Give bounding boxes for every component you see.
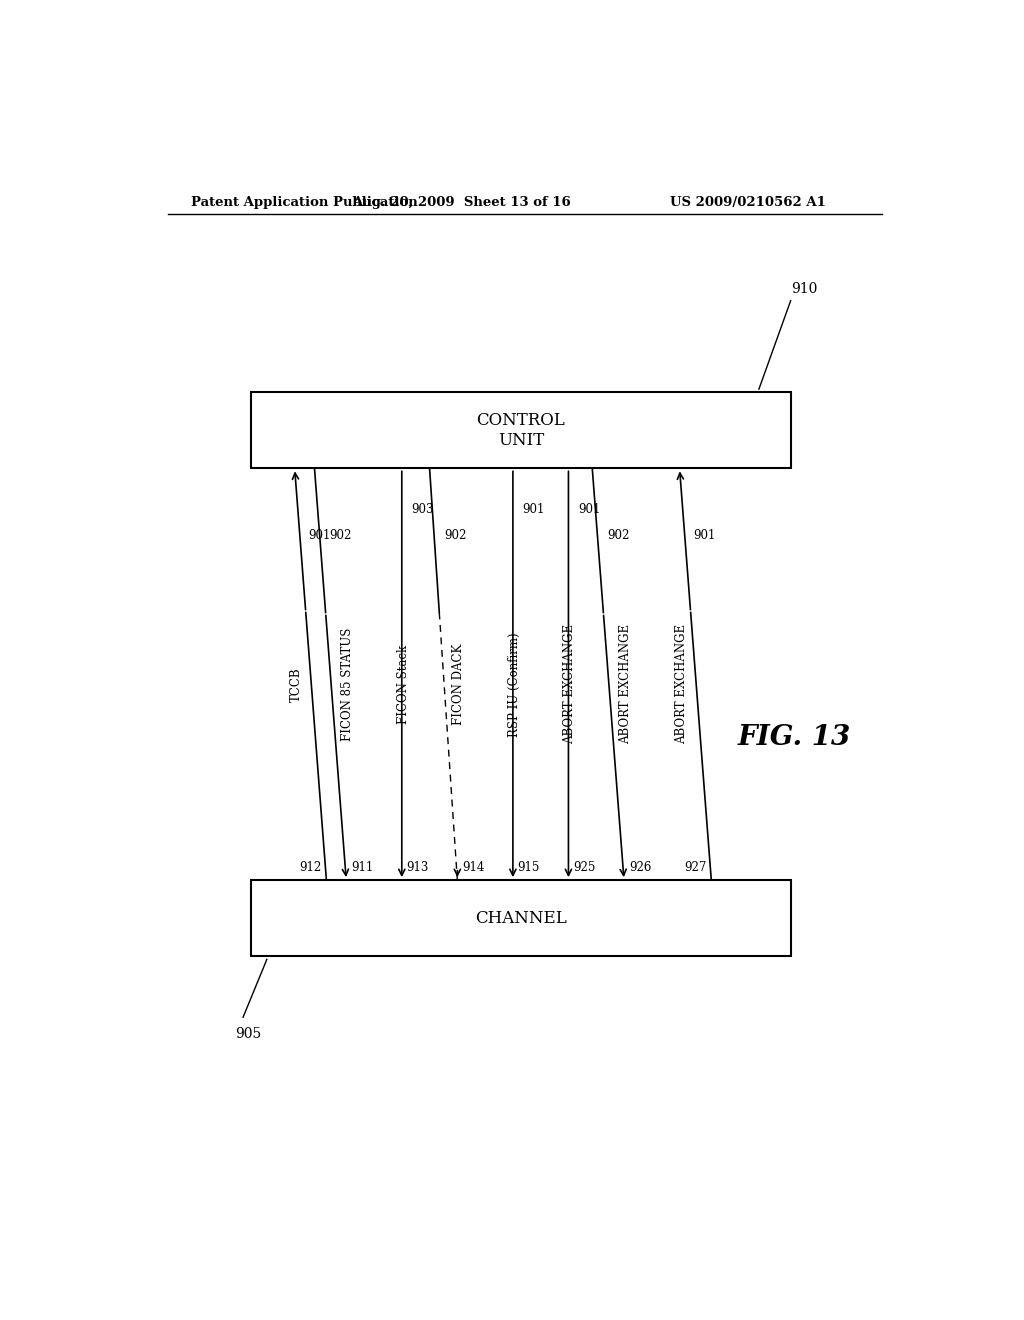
Text: Aug. 20, 2009  Sheet 13 of 16: Aug. 20, 2009 Sheet 13 of 16 <box>352 195 570 209</box>
Text: ABORT EXCHANGE: ABORT EXCHANGE <box>563 624 577 744</box>
Text: 915: 915 <box>518 861 540 874</box>
Text: 914: 914 <box>462 861 484 874</box>
Text: 901: 901 <box>522 503 545 516</box>
Text: 911: 911 <box>351 861 374 874</box>
Text: ABORT EXCHANGE: ABORT EXCHANGE <box>620 624 632 744</box>
Text: 903: 903 <box>412 503 434 516</box>
Bar <box>251 392 791 469</box>
Text: Patent Application Publication: Patent Application Publication <box>191 195 418 209</box>
Text: 901: 901 <box>578 503 600 516</box>
Bar <box>251 880 791 956</box>
Text: FICON DACK: FICON DACK <box>453 644 466 725</box>
Text: 902: 902 <box>444 529 466 541</box>
Text: 902: 902 <box>607 529 630 541</box>
Text: CONTROL
UNIT: CONTROL UNIT <box>476 412 565 449</box>
Text: CHANNEL: CHANNEL <box>475 909 566 927</box>
Text: 910: 910 <box>791 281 817 296</box>
Text: 913: 913 <box>407 861 429 874</box>
Text: ABORT EXCHANGE: ABORT EXCHANGE <box>675 624 688 744</box>
Text: TCCB: TCCB <box>290 667 303 702</box>
Text: 901: 901 <box>308 529 331 541</box>
Text: 912: 912 <box>299 861 322 874</box>
Text: 901: 901 <box>693 529 716 541</box>
Text: RSP IU (Confirm): RSP IU (Confirm) <box>508 632 521 737</box>
Text: FIG. 13: FIG. 13 <box>738 725 851 751</box>
Text: 902: 902 <box>330 529 352 541</box>
Text: 926: 926 <box>629 861 651 874</box>
Text: FICON 85 STATUS: FICON 85 STATUS <box>341 628 354 741</box>
Text: FICON Stack: FICON Stack <box>397 645 410 723</box>
Text: 925: 925 <box>573 861 596 874</box>
Text: 905: 905 <box>236 1027 261 1041</box>
Text: US 2009/0210562 A1: US 2009/0210562 A1 <box>671 195 826 209</box>
Text: 927: 927 <box>684 861 707 874</box>
